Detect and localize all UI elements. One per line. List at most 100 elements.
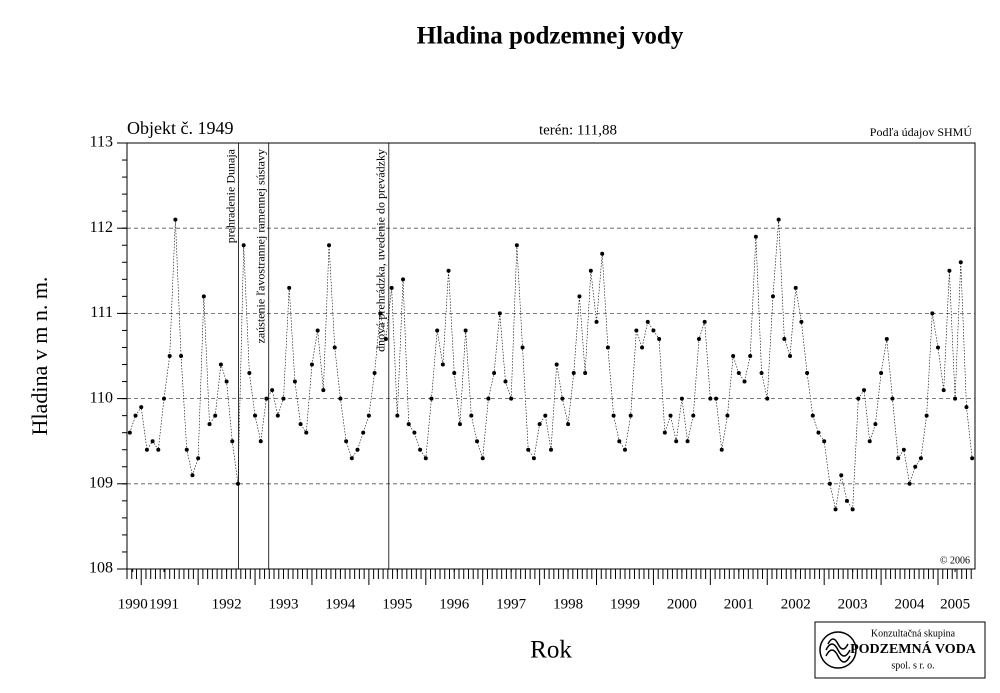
data-point <box>139 405 144 410</box>
data-point <box>309 362 314 367</box>
data-point <box>372 371 377 376</box>
data-point <box>742 379 747 384</box>
data-point <box>622 447 627 452</box>
data-point <box>600 251 605 256</box>
data-point <box>361 430 366 435</box>
data-point <box>634 328 639 333</box>
data-point <box>503 379 508 384</box>
data-point <box>207 422 212 427</box>
data-point <box>708 396 713 401</box>
terrain-label: terén: 111,88 <box>539 122 617 138</box>
data-point <box>344 439 349 444</box>
data-point <box>583 371 588 376</box>
x-tick-label: 2002 <box>781 596 811 612</box>
data-point <box>196 456 201 461</box>
data-point <box>901 447 906 452</box>
data-point <box>457 422 462 427</box>
data-point <box>799 319 804 324</box>
data-point <box>247 371 252 376</box>
x-axis-label: Rok <box>530 637 572 664</box>
data-point <box>127 430 132 435</box>
data-point <box>765 396 770 401</box>
data-point <box>406 422 411 427</box>
data-point <box>179 354 184 358</box>
data-point <box>566 422 571 427</box>
data-point <box>651 328 656 333</box>
data-point <box>822 439 827 444</box>
data-point <box>224 379 229 384</box>
data-point <box>412 430 417 435</box>
data-point <box>378 311 383 316</box>
data-point <box>327 243 332 248</box>
data-point <box>816 430 821 435</box>
data-point <box>930 311 935 316</box>
data-point <box>270 388 275 393</box>
data-point <box>452 371 457 376</box>
data-point <box>714 396 719 401</box>
source-label: Podľa údajov SHMÚ <box>870 125 973 139</box>
data-point <box>133 413 138 418</box>
data-point <box>338 396 343 401</box>
data-point <box>156 447 161 452</box>
data-point <box>469 413 474 418</box>
data-point <box>731 354 736 358</box>
y-tick-label: 110 <box>90 389 113 406</box>
data-point <box>844 498 849 503</box>
data-point <box>748 354 753 358</box>
data-point <box>970 456 975 461</box>
y-tick-label: 108 <box>89 560 113 577</box>
logo-line3: spol. s r. o. <box>891 660 934 671</box>
object-label: Objekt č. 1949 <box>127 118 233 138</box>
data-point <box>144 447 149 452</box>
data-point <box>594 319 599 324</box>
data-point <box>884 336 889 341</box>
data-point <box>218 362 223 367</box>
data-point <box>355 447 360 452</box>
data-point <box>253 413 258 418</box>
data-point <box>964 405 969 410</box>
data-point <box>907 481 912 486</box>
data-point <box>913 464 918 469</box>
data-point <box>674 439 679 444</box>
plot-frame <box>126 142 976 570</box>
data-point <box>958 260 963 265</box>
data-point <box>879 371 884 376</box>
data-point <box>805 371 810 376</box>
data-point <box>497 311 502 316</box>
data-point <box>640 345 645 350</box>
data-point <box>315 328 320 333</box>
data-point <box>867 439 872 444</box>
data-point <box>201 294 206 299</box>
data-point <box>611 413 616 418</box>
data-point <box>366 413 371 418</box>
data-point <box>480 456 485 461</box>
data-point <box>161 396 166 401</box>
x-tick-label: 2000 <box>667 596 697 612</box>
logo-icon <box>819 631 857 669</box>
data-point <box>190 473 195 478</box>
data-point <box>287 285 292 290</box>
data-point <box>429 396 434 401</box>
data-point <box>173 217 178 222</box>
x-tick-label: 2005 <box>940 596 970 612</box>
data-point <box>418 447 423 452</box>
data-point <box>759 371 764 376</box>
data-point <box>463 328 468 333</box>
data-point <box>167 354 172 358</box>
y-tick-label: 113 <box>90 134 113 151</box>
x-tick-label: 2003 <box>838 596 868 612</box>
data-point <box>150 439 155 444</box>
data-point <box>304 430 309 435</box>
data-point <box>896 456 901 461</box>
data-point <box>275 413 280 418</box>
event-label: zaústenie ľavostrannej ramennej sústavy <box>253 149 267 343</box>
data-point <box>383 336 388 341</box>
chart-title: Hladina podzemnej vody <box>417 23 684 50</box>
data-point <box>839 473 844 478</box>
data-point <box>827 481 832 486</box>
x-tick-label: 1994 <box>325 596 356 612</box>
event-label: prehradenie Dunaja <box>223 148 237 243</box>
data-point <box>662 430 667 435</box>
data-point <box>924 413 929 418</box>
